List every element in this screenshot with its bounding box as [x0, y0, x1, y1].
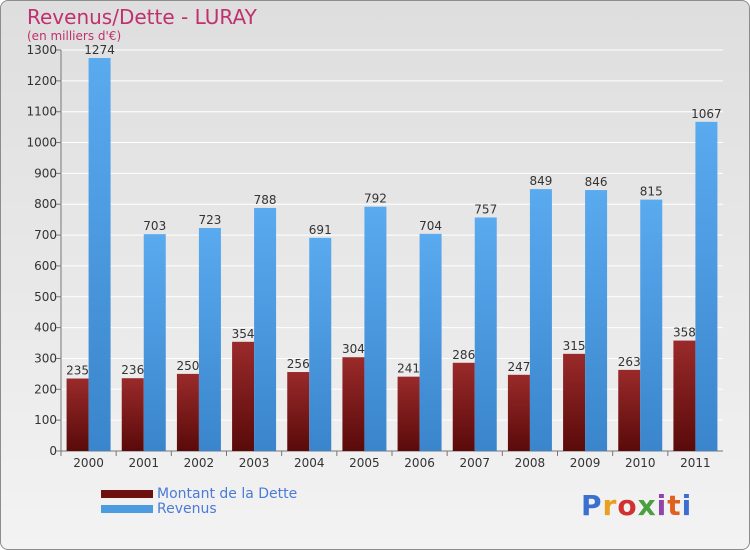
data-label-dette: 263 — [618, 355, 641, 369]
x-tick-label: 2008 — [515, 456, 546, 470]
x-tick-label: 2010 — [625, 456, 656, 470]
axes: 0 100 200 300 400 500 600 700 800 900 1000 1100 1200… — [26, 43, 723, 470]
x-tick-label: 2000 — [73, 456, 104, 470]
data-label-revenus: 849 — [529, 174, 552, 188]
y-tick-label: 100 — [34, 413, 57, 427]
data-label-dette: 235 — [66, 364, 89, 378]
x-tick-label: 2007 — [459, 456, 490, 470]
y-tick-label: 1200 — [26, 74, 57, 88]
logo-letter: i — [656, 489, 668, 522]
logo-letter: i — [681, 489, 693, 522]
bar-dette — [452, 362, 475, 451]
data-label-revenus: 703 — [143, 219, 166, 233]
bar-revenus — [529, 189, 552, 451]
legend-label-revenus: Revenus — [157, 501, 217, 517]
data-labels: 235 1274 236 703 250 723 354 788 256 691 304 792 241… — [66, 43, 722, 377]
data-label-dette: 315 — [563, 339, 586, 353]
data-label-revenus: 723 — [198, 213, 221, 227]
y-tick-label: 1300 — [26, 43, 57, 57]
data-label-dette: 358 — [673, 326, 696, 340]
logo-letter: r — [602, 489, 618, 522]
bar-dette — [66, 378, 89, 451]
y-tick-label: 500 — [34, 290, 57, 304]
bar-revenus — [198, 227, 221, 451]
chart-title: Revenus/Dette - LURAY — [27, 5, 257, 29]
bar-dette — [287, 372, 310, 451]
x-tick-label: 2002 — [184, 456, 215, 470]
y-tick-label: 200 — [34, 382, 57, 396]
y-tick-label: 0 — [49, 444, 57, 458]
x-tick-label: 2006 — [404, 456, 435, 470]
y-tick-label: 300 — [34, 351, 57, 365]
data-label-dette: 247 — [507, 360, 530, 374]
data-label-dette: 354 — [232, 327, 255, 341]
bar-dette — [176, 373, 199, 451]
bar-revenus — [88, 58, 111, 452]
y-tick-label: 900 — [34, 166, 57, 180]
data-label-revenus: 815 — [640, 185, 663, 199]
data-label-revenus: 846 — [585, 175, 608, 189]
bar-revenus — [474, 217, 497, 451]
bar-dette — [397, 376, 420, 451]
proxiti-logo: Proxiti — [581, 489, 692, 522]
y-tick-label: 1100 — [26, 105, 57, 119]
bar-revenus — [309, 237, 332, 451]
logo-letter: P — [581, 489, 603, 522]
x-tick-label: 2004 — [294, 456, 325, 470]
bar-revenus — [640, 199, 663, 451]
bars — [66, 58, 718, 452]
data-label-dette: 241 — [397, 362, 420, 376]
x-tick-label: 2003 — [239, 456, 270, 470]
data-label-dette: 304 — [342, 342, 365, 356]
bar-revenus — [419, 233, 442, 451]
y-tick-label: 1000 — [26, 136, 57, 150]
data-label-dette: 250 — [176, 359, 199, 373]
bar-dette — [121, 378, 144, 451]
legend-swatch-revenus — [101, 505, 153, 513]
bar-revenus — [143, 234, 166, 451]
data-label-revenus: 757 — [474, 202, 497, 216]
data-label-revenus: 788 — [254, 193, 277, 207]
data-label-dette: 256 — [287, 357, 310, 371]
y-tick-label: 700 — [34, 228, 57, 242]
x-tick-label: 2005 — [349, 456, 380, 470]
legend-label-dette: Montant de la Dette — [157, 486, 298, 502]
legend-swatch-dette — [101, 490, 153, 498]
y-tick-label: 800 — [34, 197, 57, 211]
data-label-revenus: 1274 — [84, 43, 115, 57]
x-tick-label: 2001 — [128, 456, 159, 470]
x-tick-label: 2011 — [680, 456, 711, 470]
logo-letter: x — [637, 489, 657, 522]
data-label-dette: 286 — [452, 348, 475, 362]
data-label-revenus: 792 — [364, 192, 387, 206]
x-tick-label: 2009 — [570, 456, 601, 470]
bar-revenus — [364, 206, 387, 451]
data-label-revenus: 691 — [309, 223, 332, 237]
y-tick-label: 400 — [34, 321, 57, 335]
plot-area: 0 100 200 300 400 500 600 700 800 900 1000 1100 1200… — [26, 43, 723, 470]
chart-subtitle: (en milliers d'€) — [27, 29, 122, 43]
data-label-dette: 236 — [121, 363, 144, 377]
bar-dette — [563, 353, 586, 451]
bar-dette — [673, 340, 696, 451]
y-tick-label: 600 — [34, 259, 57, 273]
bar-revenus — [585, 190, 608, 451]
bar-dette — [342, 357, 365, 451]
logo-letter: t — [667, 489, 682, 522]
data-label-revenus: 704 — [419, 219, 442, 233]
bar-dette — [618, 369, 641, 451]
data-label-revenus: 1067 — [691, 107, 722, 121]
logo-letter: o — [617, 489, 638, 522]
bar-revenus — [695, 121, 718, 452]
bar-revenus — [254, 207, 277, 451]
bar-dette — [507, 374, 530, 451]
bar-dette — [232, 341, 255, 451]
